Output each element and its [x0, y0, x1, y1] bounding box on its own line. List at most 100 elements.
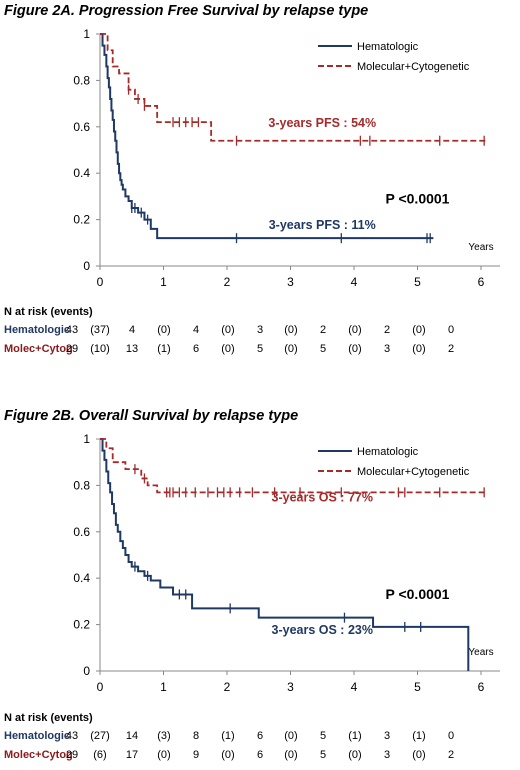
risk-cell: (0) — [412, 343, 426, 355]
y-tick-label: 1 — [83, 432, 90, 446]
x-tick-label: 1 — [160, 680, 167, 694]
y-tick-label: 0.8 — [73, 478, 90, 492]
risk-cell: 14 — [125, 730, 139, 742]
risk-cell: (0) — [284, 343, 298, 355]
x-tick-label: 4 — [351, 680, 358, 694]
risk-cell: 6 — [192, 343, 200, 355]
x-tick-label: 6 — [478, 680, 485, 694]
risk-cell: 3 — [383, 730, 391, 742]
risk-cell: 29 — [65, 749, 79, 761]
x-tick-label: 3 — [287, 275, 294, 289]
survival-annotation: 3-years OS : 23% — [272, 623, 373, 637]
risk-cell: (6) — [93, 749, 107, 761]
risk-cell: (10) — [90, 343, 110, 355]
x-tick-label: 5 — [414, 275, 421, 289]
x-axis-label: Years — [468, 647, 493, 658]
legend-entry: Hematologic — [357, 41, 419, 53]
y-tick-label: 0 — [83, 664, 90, 678]
risk-cell: 6 — [256, 749, 264, 761]
risk-cell: 5 — [319, 749, 327, 761]
risk-cell: 0 — [447, 730, 455, 742]
legend-entry: Molecular+Cytogenetic — [357, 61, 470, 73]
risk-row-label-molec: Molec+Cytog — [4, 749, 73, 761]
risk-cell: 3 — [256, 324, 264, 336]
risk-cell: (0) — [284, 324, 298, 336]
risk-cell: (0) — [221, 343, 235, 355]
risk-cell: (0) — [412, 749, 426, 761]
risk-cell: (0) — [284, 730, 298, 742]
risk-cell: (37) — [90, 324, 110, 336]
risk-cell: 2 — [383, 324, 391, 336]
risk-cell: 17 — [125, 749, 139, 761]
y-tick-label: 0.8 — [73, 73, 90, 87]
risk-cell: 0 — [447, 324, 455, 336]
y-tick-label: 0.4 — [73, 166, 90, 180]
risk-cell: 5 — [256, 343, 264, 355]
y-tick-label: 0.4 — [73, 571, 90, 585]
figure-2b-title: Figure 2B. Overall Survival by relapse t… — [4, 408, 299, 424]
risk-cell: 2 — [447, 343, 455, 355]
risk-cell: 2 — [319, 324, 327, 336]
risk-cell: (1) — [348, 730, 362, 742]
pfs-chart: 0 0.2 0.4 0.6 0.8 1 0 1 2 3 4 5 6 Years Hematologic Mol… — [73, 27, 501, 289]
risk-cell: (0) — [221, 324, 235, 336]
risk-cell: (3) — [157, 730, 171, 742]
x-tick-label: 0 — [97, 275, 104, 289]
hematologic-survival-curve — [100, 33, 434, 240]
risk-cell: 3 — [383, 749, 391, 761]
figure-2a-title: Figure 2A. Progression Free Survival by … — [4, 3, 369, 19]
risk-cell: 8 — [192, 730, 200, 742]
x-tick-label: 1 — [160, 275, 167, 289]
y-tick-label: 1 — [83, 27, 90, 41]
x-tick-label: 3 — [287, 680, 294, 694]
risk-cell: 3 — [383, 343, 391, 355]
risk-cell: (0) — [157, 749, 171, 761]
risk-cell: 29 — [65, 343, 79, 355]
risk-header-b: N at risk (events) — [4, 712, 93, 724]
x-tick-label: 4 — [351, 275, 358, 289]
risk-row-label-hematologic: Hematologic — [4, 730, 71, 742]
risk-row-label-molec: Molec+Cytog — [4, 343, 73, 355]
risk-cell: 6 — [256, 730, 264, 742]
legend-entry: Hematologic — [357, 446, 419, 458]
y-tick-label: 0.6 — [73, 120, 90, 134]
survival-annotation: 3-years PFS : 11% — [269, 218, 376, 232]
x-tick-label: 6 — [478, 275, 485, 289]
x-axis-label: Years — [468, 242, 493, 253]
legend-entry: Molecular+Cytogenetic — [357, 466, 470, 478]
y-tick-label: 0.2 — [73, 213, 90, 227]
risk-cell: (0) — [157, 324, 171, 336]
risk-header-a: N at risk (events) — [4, 306, 93, 318]
risk-cell: (1) — [412, 730, 426, 742]
risk-cell: (0) — [348, 343, 362, 355]
risk-cell: 43 — [65, 730, 79, 742]
risk-cell: (1) — [221, 730, 235, 742]
risk-cell: 2 — [447, 749, 455, 761]
risk-cell: 13 — [125, 343, 139, 355]
os-chart: 0 0.2 0.4 0.6 0.8 1 0 1 2 3 4 5 6 Years Hematologic Mol… — [73, 432, 501, 694]
risk-cell: (0) — [221, 749, 235, 761]
x-tick-label: 2 — [224, 275, 231, 289]
y-tick-label: 0.2 — [73, 618, 90, 632]
risk-row-label-hematologic: Hematologic — [4, 324, 71, 336]
risk-cell: 4 — [192, 324, 200, 336]
x-tick-label: 0 — [97, 680, 104, 694]
y-tick-label: 0.6 — [73, 525, 90, 539]
risk-cell: (0) — [284, 749, 298, 761]
risk-cell: (0) — [412, 324, 426, 336]
risk-cell: 43 — [65, 324, 79, 336]
molecular-survival-curve — [100, 438, 488, 494]
risk-cell: (27) — [90, 730, 110, 742]
risk-cell: (0) — [348, 749, 362, 761]
x-tick-label: 2 — [224, 680, 231, 694]
p-value-label: P <0.0001 — [386, 586, 450, 602]
survival-annotation: 3-years OS : 77% — [272, 491, 373, 505]
molecular-survival-curve — [100, 33, 488, 142]
risk-cell: 5 — [319, 730, 327, 742]
risk-cell: (0) — [348, 324, 362, 336]
y-tick-label: 0 — [83, 259, 90, 273]
risk-cell: 9 — [192, 749, 200, 761]
x-tick-label: 5 — [414, 680, 421, 694]
p-value-label: P <0.0001 — [386, 190, 450, 206]
survival-annotation: 3-years PFS : 54% — [268, 116, 376, 130]
